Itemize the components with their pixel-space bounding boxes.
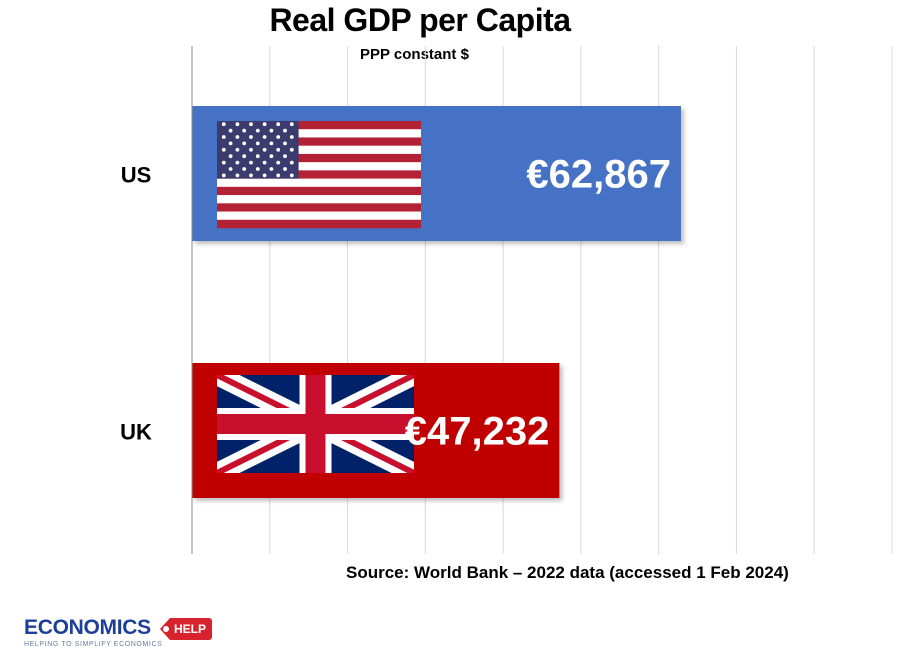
us-flag-icon: [217, 121, 421, 229]
category-label-us: US: [121, 163, 152, 188]
chart-subtitle: PPP constant $: [360, 46, 469, 63]
chart-title: Real GDP per Capita: [269, 2, 571, 38]
logo-wordmark: ECONOMICS: [24, 616, 151, 639]
value-label-uk: €47,232: [405, 410, 550, 454]
source-note: Source: World Bank – 2022 data (accessed…: [346, 563, 789, 582]
logo-tagline: HELPING TO SIMPLIFY ECONOMICS: [24, 641, 163, 648]
category-label-uk: UK: [120, 420, 152, 445]
bar-group-us: €62,867: [192, 106, 681, 241]
logo-tag-hole-icon: [163, 626, 169, 632]
value-label-us: €62,867: [526, 153, 671, 197]
logo-help-badge: HELP: [160, 618, 213, 640]
uk-flag-icon: [217, 375, 414, 473]
bar-group-uk: €47,232: [192, 363, 560, 498]
economics-help-logo[interactable]: ECONOMICS HELP HELPING TO SIMPLIFY ECONO…: [24, 616, 224, 652]
